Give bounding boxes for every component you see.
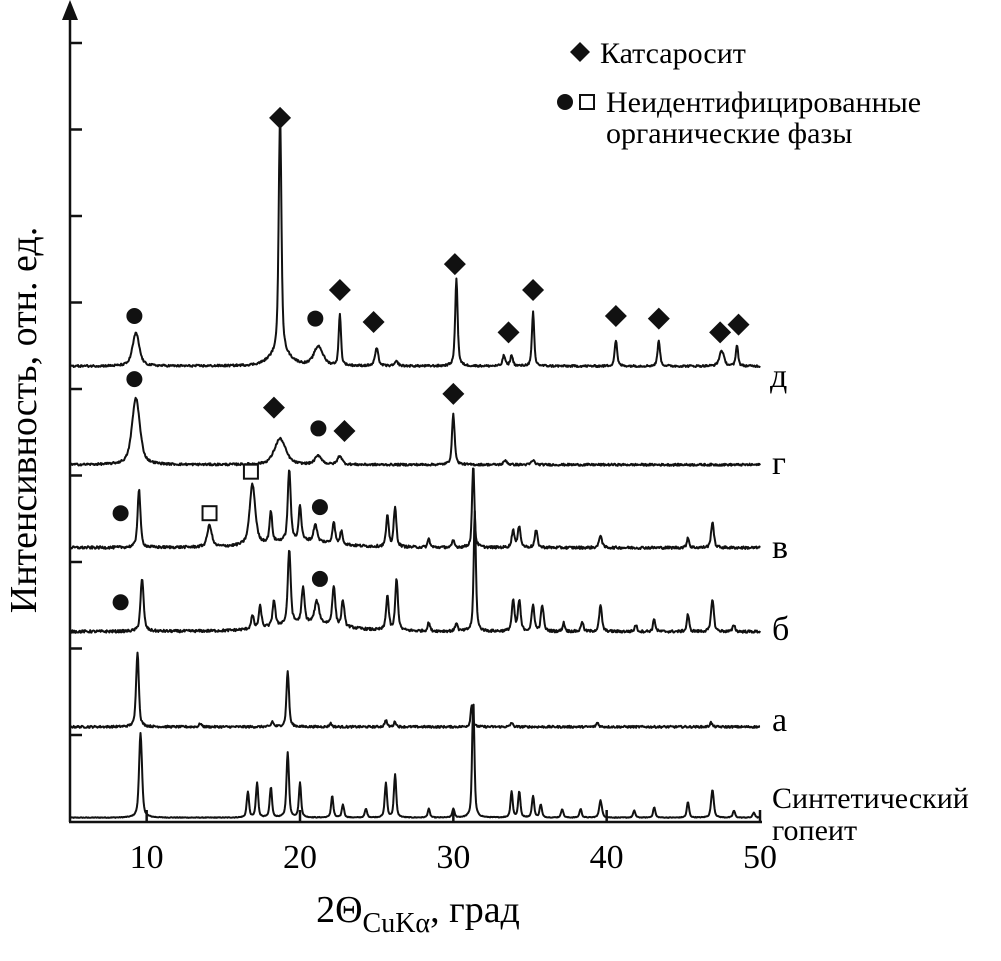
x-tick-label-50: 50: [743, 839, 777, 876]
series-label-g: г: [772, 445, 786, 482]
series-label-synthetic-2: гопеит: [772, 814, 857, 847]
x-tick-label-30: 30: [436, 839, 470, 876]
series-label-a: а: [772, 702, 787, 739]
marker-diamond-9: [647, 307, 670, 330]
diffraction-traces: [69, 122, 761, 819]
x-axis-title-main: 2Θ: [316, 889, 362, 931]
marker-diamond-5: [443, 253, 466, 276]
x-axis-title-suffix: , град: [430, 889, 520, 931]
y-axis-title: Интенсивность, отн. ед.: [3, 227, 45, 613]
marker-diamond-1: [269, 106, 292, 129]
trace-1: [69, 651, 761, 729]
marker-circle-21: [112, 594, 129, 611]
marker-circle-0: [126, 307, 143, 324]
x-axis-title: 2ΘCuKα, град: [316, 889, 520, 939]
series-label-b: б: [772, 611, 789, 648]
series-label-d: д: [770, 358, 787, 395]
x-tick-label-40: 40: [590, 839, 624, 876]
marker-circle-14: [310, 420, 327, 437]
marker-diamond-15: [333, 420, 356, 443]
marker-circle-12: [126, 371, 143, 388]
y-ticks: [70, 41, 82, 737]
x-ticks: 10 20 30 40 50: [130, 810, 777, 876]
trace-4: [69, 396, 761, 467]
legend-label-unidentified-2: органические фазы: [606, 117, 852, 150]
legend: Катсаросит Неидентифицированные органиче…: [557, 37, 921, 150]
legend-diamond-icon: [570, 42, 590, 62]
trace-0: [69, 703, 761, 819]
trace-3: [69, 467, 761, 550]
marker-diamond-3: [328, 279, 351, 302]
marker-diamond-11: [727, 313, 750, 336]
legend-label-katsarosite: Катсаросит: [600, 37, 746, 70]
marker-circle-17: [112, 505, 129, 522]
marker-diamond-7: [522, 279, 545, 302]
marker-diamond-10: [709, 321, 732, 344]
marker-circle-20: [311, 499, 328, 516]
marker-square-19: [242, 463, 259, 480]
phase-markers: [112, 106, 750, 611]
trace-5: [69, 122, 761, 368]
x-tick-label-20: 20: [283, 839, 317, 876]
marker-circle-2: [307, 310, 324, 327]
marker-square-18: [201, 505, 218, 522]
x-axis-title-sub: CuKα: [363, 908, 431, 939]
series-labels: д г в б а Синтетический гопеит: [770, 358, 969, 847]
x-tick-label-10: 10: [130, 839, 164, 876]
y-axis-arrow-icon: [62, 0, 78, 20]
trace-2: [69, 510, 761, 634]
axes: 10 20 30 40 50: [62, 0, 777, 876]
series-label-synthetic-1: Синтетический: [772, 782, 969, 815]
legend-label-unidentified-1: Неидентифицированные: [606, 86, 921, 119]
marker-diamond-6: [497, 321, 520, 344]
marker-circle-22: [311, 570, 328, 587]
marker-diamond-16: [442, 382, 465, 405]
legend-circle-icon: [557, 94, 573, 110]
legend-square-icon: [579, 94, 595, 110]
marker-diamond-4: [362, 311, 385, 334]
series-label-v: в: [772, 529, 788, 566]
marker-diamond-8: [604, 304, 627, 327]
marker-diamond-13: [262, 396, 285, 419]
